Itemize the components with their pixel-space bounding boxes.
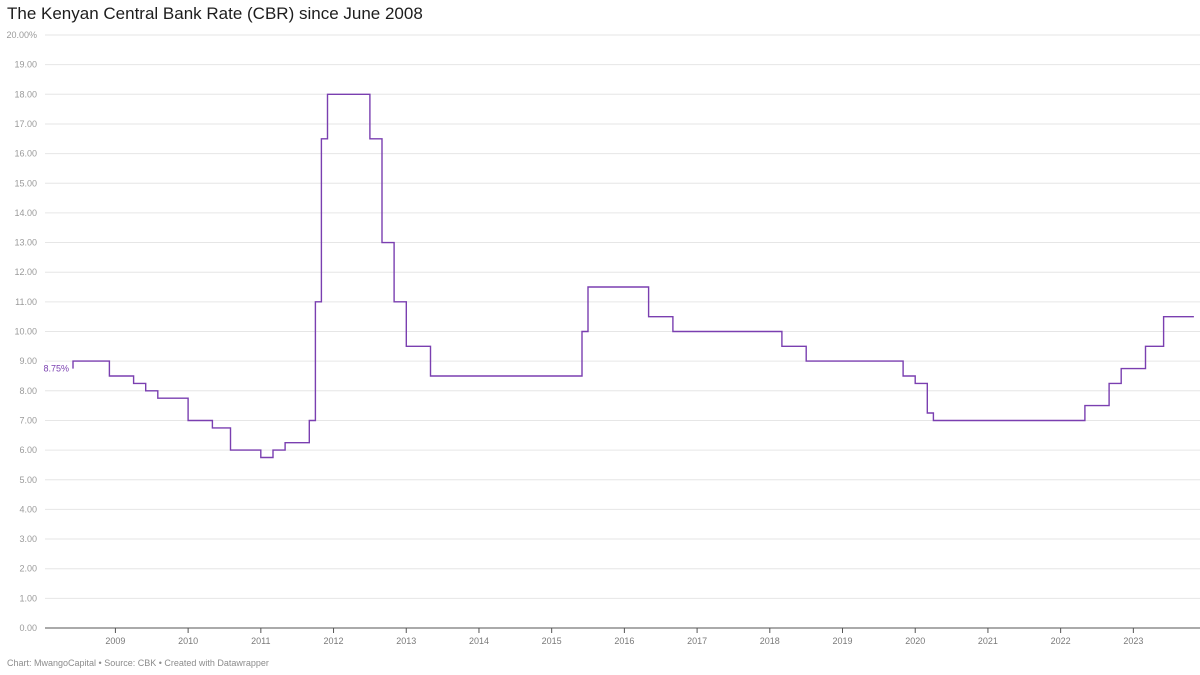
x-tick-label: 2023 xyxy=(1123,636,1143,646)
x-tick-label: 2019 xyxy=(832,636,852,646)
chart-title: The Kenyan Central Bank Rate (CBR) since… xyxy=(7,4,423,23)
y-axis-ticks: 0.00 1.00 2.00 3.00 4.00 5.00 6.00 7.00 8.00 9.00… xyxy=(6,30,37,633)
y-tick-label: 16.00 xyxy=(14,149,37,159)
x-tick-label: 2018 xyxy=(760,636,780,646)
y-tick-label: 14.00 xyxy=(14,208,37,218)
y-tick-label: 17.00 xyxy=(14,119,37,129)
x-tick-label: 2017 xyxy=(687,636,707,646)
y-tick-label: 0.00 xyxy=(19,623,37,633)
x-tick-label: 2010 xyxy=(178,636,198,646)
y-tick-label: 9.00 xyxy=(19,356,37,366)
x-tick-label: 2021 xyxy=(978,636,998,646)
x-tick-label: 2011 xyxy=(251,636,270,646)
cbr-rate-line xyxy=(72,93,1194,459)
chart-footer: Chart: MwangoCapital • Source: CBK • Cre… xyxy=(7,658,269,668)
y-tick-label: 10.00 xyxy=(14,327,37,337)
y-tick-label: 12.00 xyxy=(14,267,37,277)
y-tick-label: 2.00 xyxy=(19,564,37,574)
y-tick-label: 1.00 xyxy=(19,593,37,603)
x-axis-ticks: 2009 2010 2011 2012 2013 2014 2015 2016 2017 2018… xyxy=(105,628,1143,646)
x-tick-label: 2020 xyxy=(905,636,925,646)
x-tick-label: 2014 xyxy=(469,636,489,646)
y-tick-label: 18.00 xyxy=(14,89,37,99)
x-tick-label: 2015 xyxy=(542,636,562,646)
x-tick-label: 2009 xyxy=(105,636,125,646)
x-tick-label: 2012 xyxy=(324,636,344,646)
y-tick-label: 3.00 xyxy=(19,534,37,544)
y-tick-label: 20.00% xyxy=(6,30,37,40)
y-tick-label: 8.00 xyxy=(19,386,37,396)
x-tick-label: 2013 xyxy=(396,636,416,646)
y-tick-label: 4.00 xyxy=(19,504,37,514)
gridlines xyxy=(45,34,1200,629)
y-tick-label: 15.00 xyxy=(14,178,37,188)
y-tick-label: 11.00 xyxy=(15,297,37,307)
start-rate-label: 8.75% xyxy=(43,364,69,374)
y-tick-label: 6.00 xyxy=(19,445,37,455)
x-tick-label: 2022 xyxy=(1051,636,1071,646)
y-tick-label: 19.00 xyxy=(14,60,37,70)
y-tick-label: 5.00 xyxy=(19,475,37,485)
y-tick-label: 7.00 xyxy=(19,415,37,425)
x-tick-label: 2016 xyxy=(614,636,634,646)
y-tick-label: 13.00 xyxy=(14,238,37,248)
